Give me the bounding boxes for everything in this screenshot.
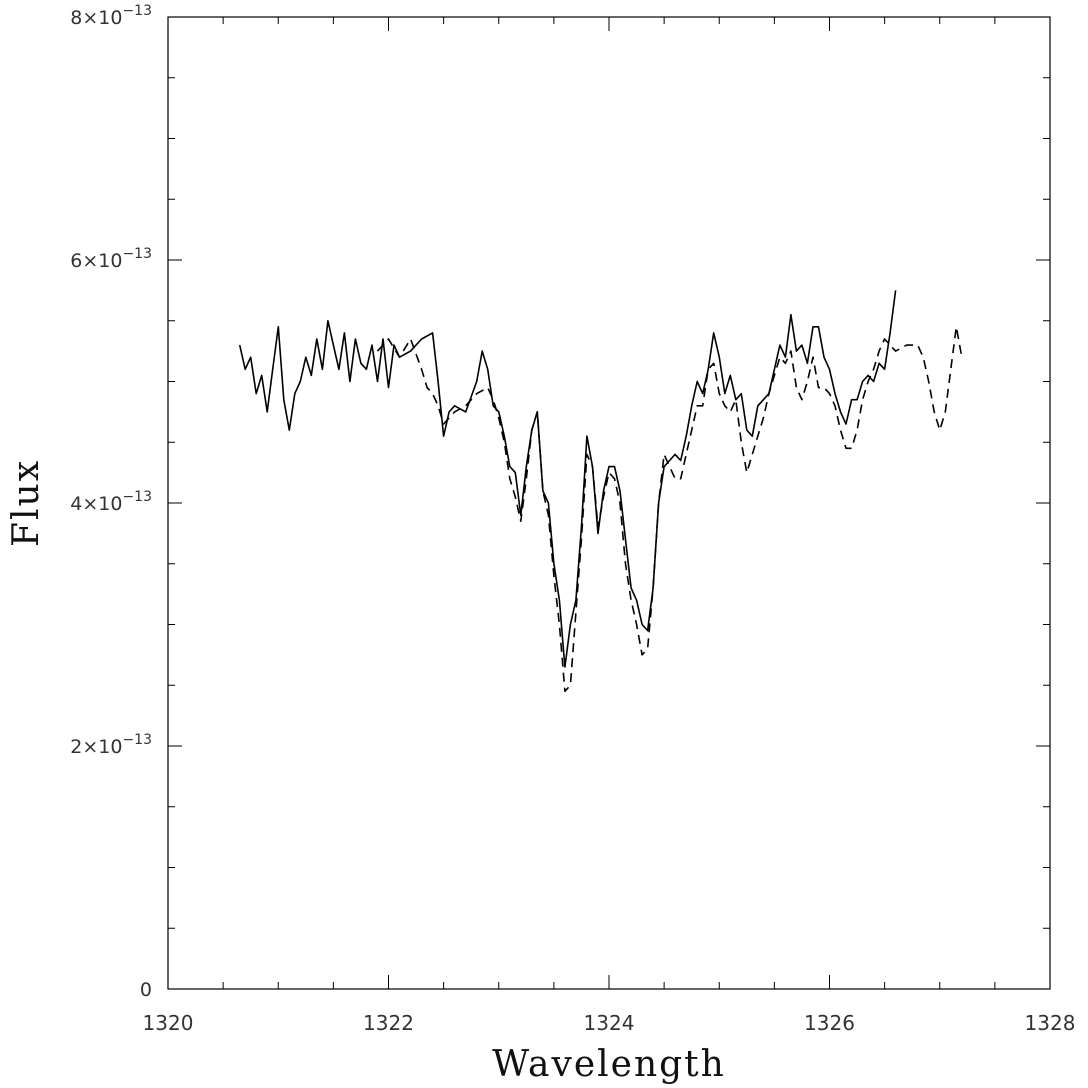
x-tick-label: 1320	[143, 1011, 194, 1035]
x-tick-label: 1326	[804, 1011, 855, 1035]
series-group	[238, 290, 963, 693]
y-tick-labels: 0 2×10−13 4×10−13 6×10−13 8×10−13	[70, 3, 152, 1001]
x-axis-title: Wavelength	[492, 1044, 726, 1085]
dashed-series-line	[376, 326, 963, 693]
y-tick-label: 2×10−13	[70, 732, 152, 758]
plot-frame	[167, 16, 1051, 990]
x-tick-label: 1328	[1025, 1011, 1076, 1035]
y-tick-label: 8×10−13	[70, 3, 152, 29]
axis-ticks	[167, 16, 1051, 990]
y-tick-label: 4×10−13	[70, 489, 152, 515]
y-axis-title: Flux	[6, 459, 47, 547]
x-tick-labels: 1320 1322 1324 1326 1328	[143, 1011, 1076, 1035]
y-tick-label: 6×10−13	[70, 246, 152, 272]
solid-series-line	[238, 290, 897, 668]
x-tick-label: 1322	[363, 1011, 414, 1035]
y-tick-label: 0	[140, 979, 152, 1001]
x-tick-label: 1324	[584, 1011, 635, 1035]
